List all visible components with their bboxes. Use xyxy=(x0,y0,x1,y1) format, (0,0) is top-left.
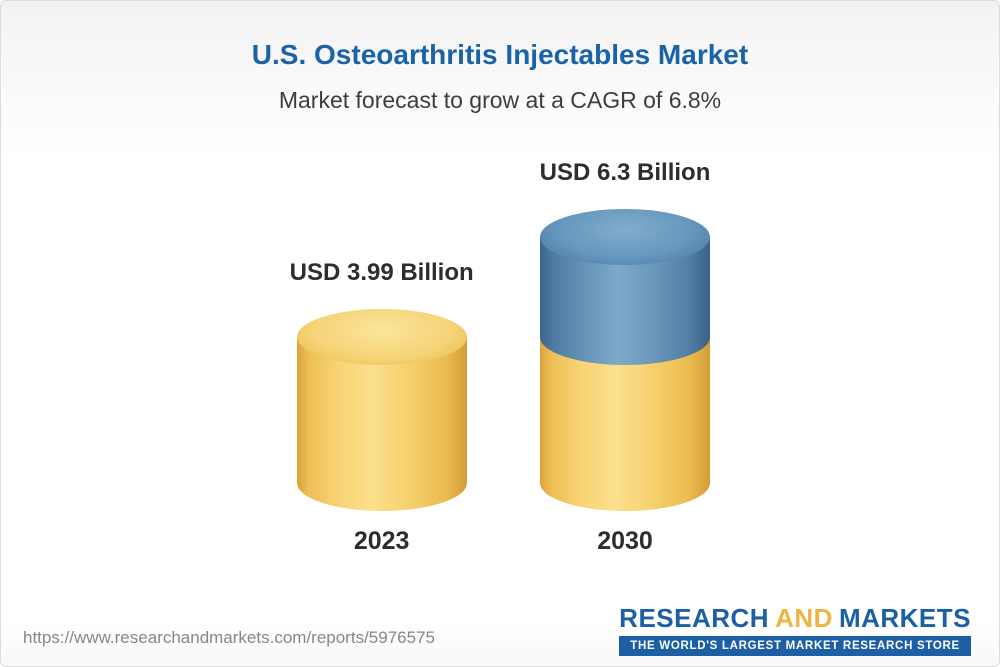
chart-subtitle: Market forecast to grow at a CAGR of 6.8… xyxy=(278,87,722,113)
bar-group-2030: USD 6.3 Billion 2030 xyxy=(540,159,711,556)
cylinder-2023 xyxy=(296,309,467,511)
logo-word-and: AND xyxy=(775,603,833,634)
report-url-link[interactable]: https://www.researchandmarkets.com/repor… xyxy=(23,628,435,647)
footer: https://www.researchandmarkets.com/repor… xyxy=(1,594,999,666)
bar-group-2023: USD 3.99 Billion 2023 xyxy=(290,259,474,556)
logo-wordmark: RESEARCH AND MARKETS xyxy=(619,604,971,633)
chart-title: U.S. Osteoarthritis Injectables Market xyxy=(251,39,749,70)
axis-label-2030: 2030 xyxy=(597,527,653,555)
cylinder-2030 xyxy=(540,208,711,511)
bar-value-label: USD 3.99 Billion xyxy=(289,259,474,287)
bar-value-label: USD 6.3 Billion xyxy=(539,158,711,186)
logo-word-research: RESEARCH xyxy=(619,603,770,634)
axis-label-2023: 2023 xyxy=(353,527,410,555)
logo-word-markets: MARKETS xyxy=(838,603,971,634)
cylinder-cap xyxy=(296,309,467,366)
cylinder-cap xyxy=(540,208,711,265)
segment-base-2023 xyxy=(540,337,711,511)
segment-market-size-2023 xyxy=(296,337,467,511)
company-logo: RESEARCH AND MARKETS THE WORLD'S LARGEST M… xyxy=(619,604,971,656)
logo-tagline: THE WORLD'S LARGEST MARKET RESEARCH STOR… xyxy=(619,636,971,656)
chart: USD 3.99 Billion 2023 USD 6.3 Billion 2030 xyxy=(1,142,999,556)
